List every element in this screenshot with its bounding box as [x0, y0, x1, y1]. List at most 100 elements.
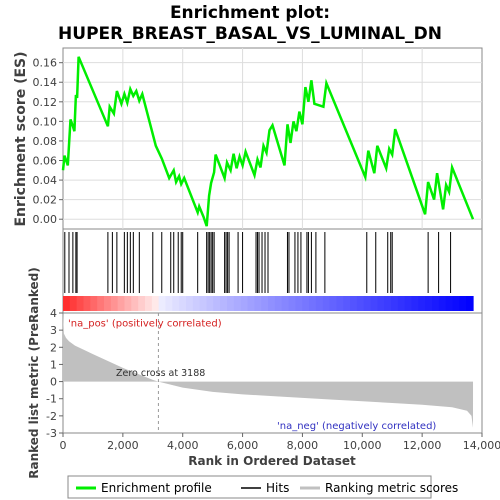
legend: Enrichment profile Hits Ranking metric s…: [67, 475, 458, 499]
heatmap-cell: [391, 296, 399, 311]
metric-y-tick-label: 0: [50, 376, 57, 389]
es-grid: [63, 48, 482, 229]
es-y-tick-label: 0.00: [33, 213, 58, 226]
heatmap-cell: [425, 296, 433, 311]
heatmap-cell: [363, 296, 372, 311]
legend-item-hits: Hits: [266, 481, 289, 495]
heatmap-cell: [295, 296, 303, 311]
heatmap-cell: [240, 296, 249, 311]
heatmap-cell: [247, 296, 255, 311]
metric-y-tick-label: 3: [50, 324, 57, 337]
legend-item-enrichment-profile: Enrichment profile: [101, 481, 212, 495]
heatmap-cell: [97, 296, 105, 311]
heatmap-cell: [268, 296, 276, 311]
heatmap-cell: [76, 296, 85, 311]
heatmap-cell: [322, 296, 331, 311]
es-y-tick-label: 0.12: [33, 96, 58, 109]
es-y-tick-label: 0.04: [33, 174, 58, 187]
heatmap-cell: [124, 296, 132, 311]
heatmap-cell: [418, 296, 426, 311]
heatmap-cell: [274, 296, 283, 311]
es-y-tick-label: 0.10: [33, 115, 58, 128]
heatmap-cell: [411, 296, 419, 311]
es-y-tick-label: 0.14: [33, 76, 58, 89]
heatmap-cell: [432, 296, 440, 311]
x-tick-label: 12,000: [403, 439, 442, 452]
heatmap-cell: [213, 296, 221, 311]
metric-y-tick-label: -2: [46, 410, 57, 423]
heatmap-cell: [179, 296, 187, 311]
heatmap-cell: [220, 296, 228, 311]
x-tick-label: 14,000: [463, 439, 500, 452]
legend-item-ranking-metric-scores: Ranking metric scores: [325, 481, 458, 495]
heatmap-cell: [459, 296, 467, 311]
ranking-metric-area: [63, 313, 474, 428]
heatmap-cell: [192, 296, 201, 311]
es-y-tick-label: 0.02: [33, 194, 58, 207]
neg-correlated-label: 'na_neg' (negatively correlated): [277, 421, 436, 432]
es-panel-frame: [62, 47, 483, 230]
heatmap-cell: [90, 296, 98, 311]
heatmap-cell: [329, 296, 337, 311]
metric-y-tick-label: -1: [46, 393, 57, 406]
heatmap-cell: [199, 296, 208, 311]
heatmap-cell: [261, 296, 269, 311]
x-tick-label: 8,000: [287, 439, 319, 452]
heatmap-cell: [336, 296, 344, 311]
heatmap-cell: [83, 296, 91, 311]
heatmap-cell: [466, 296, 474, 311]
metric-y-tick-label: -3: [46, 427, 57, 440]
hit-markers: [64, 232, 452, 293]
heatmap-cell: [397, 296, 406, 311]
heatmap-cell: [288, 296, 296, 311]
heatmap-cell: [452, 296, 460, 311]
heatmap-cell: [438, 296, 447, 311]
es-y-axis-label: Enrichment score (ES): [13, 51, 29, 226]
heatmap-cell: [350, 296, 358, 311]
heatmap-cell: [370, 296, 378, 311]
metric-x-ticks: 0 2,000 4,000 6,000 8,000 10,000 12,000 14,000: [60, 433, 500, 452]
heatmap-cell: [404, 296, 413, 311]
heatmap-cell: [445, 296, 454, 311]
metric-y-tick-label: 4: [50, 307, 57, 320]
rank-heatmap-bar: [63, 296, 474, 311]
heatmap-cell: [110, 296, 119, 311]
heatmap-cell: [233, 296, 242, 311]
heatmap-cell: [227, 296, 235, 311]
es-y-tick-label: 0.16: [33, 57, 58, 70]
es-y-ticks: 0.00 0.02 0.04 0.06 0.08 0.10 0.12 0.14 0.16: [33, 57, 63, 226]
heatmap-cell: [172, 296, 180, 311]
heatmap-cell: [309, 296, 317, 311]
enrichment-profile-line: [61, 56, 475, 227]
legend-frame: [67, 475, 432, 499]
heatmap-cell: [165, 296, 173, 311]
heatmap-cell: [63, 296, 71, 311]
es-y-tick-label: 0.06: [33, 155, 58, 168]
heatmap-cell: [151, 296, 160, 311]
heatmap-cell: [138, 296, 146, 311]
heatmap-cell: [315, 296, 324, 311]
x-tick-label: 4,000: [167, 439, 199, 452]
metric-y-tick-label: 2: [50, 341, 57, 354]
metric-y-axis-label: Ranked list metric (PreRanked): [27, 267, 41, 479]
heatmap-cell: [302, 296, 310, 311]
plot-title-line1: Enrichment plot:: [170, 3, 330, 23]
metric-y-tick-label: 1: [50, 358, 57, 371]
heatmap-cell: [343, 296, 351, 311]
heatmap-cell: [356, 296, 365, 311]
x-tick-label: 0: [60, 439, 67, 452]
x-axis-label: Rank in Ordered Dataset: [188, 454, 356, 468]
zero-cross-label: Zero cross at 3188: [116, 368, 205, 379]
heatmap-cell: [254, 296, 262, 311]
heatmap-cell: [206, 296, 214, 311]
heatmap-cell: [145, 296, 153, 311]
heatmap-cell: [384, 296, 392, 311]
x-tick-label: 10,000: [343, 439, 382, 452]
heatmap-cell: [69, 296, 78, 311]
heatmap-cell: [377, 296, 385, 311]
x-tick-label: 6,000: [227, 439, 259, 452]
pos-correlated-label: 'na_pos' (positively correlated): [68, 318, 222, 329]
metric-y-ticks: -3 -2 -1 0 1 2 3 4: [46, 307, 63, 440]
heatmap-cell: [281, 296, 290, 311]
